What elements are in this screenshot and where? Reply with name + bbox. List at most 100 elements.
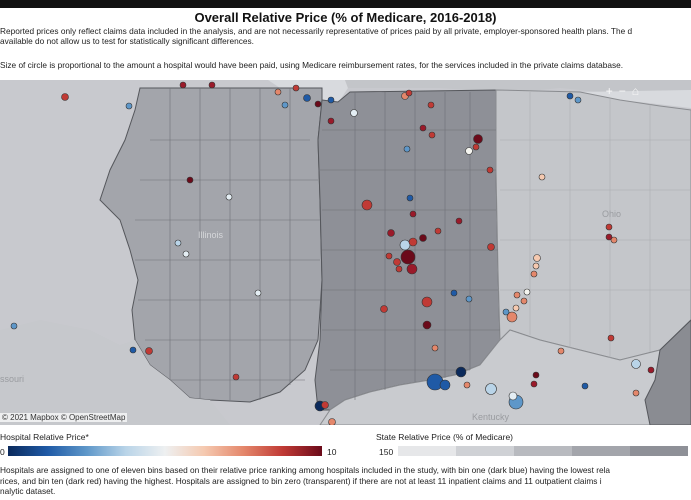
hospital-marker[interactable] xyxy=(473,134,483,144)
hospital-marker[interactable] xyxy=(512,304,520,312)
hospital-marker[interactable] xyxy=(605,223,613,231)
hospital-marker[interactable] xyxy=(431,344,439,352)
footer-line-2: rices, and bin ten (dark red) having the… xyxy=(0,475,602,486)
hospital-marker[interactable] xyxy=(208,81,216,89)
hospital-marker[interactable] xyxy=(530,380,538,388)
hospital-marker[interactable] xyxy=(405,89,413,97)
hospital-marker[interactable] xyxy=(403,145,411,153)
hospital-marker[interactable] xyxy=(350,109,358,117)
hospital-marker[interactable] xyxy=(129,346,137,354)
hospital-marker[interactable] xyxy=(179,81,187,89)
hospital-marker[interactable] xyxy=(145,347,153,355)
hospital-marker[interactable] xyxy=(387,229,395,237)
hospital-marker[interactable] xyxy=(321,401,329,409)
hospital-marker[interactable] xyxy=(409,210,417,218)
hospital-marker[interactable] xyxy=(174,239,182,247)
hospital-marker[interactable] xyxy=(419,234,427,242)
hospital-marker[interactable] xyxy=(607,334,615,342)
hospital-marker[interactable] xyxy=(419,124,427,132)
hospital-marker[interactable] xyxy=(400,249,416,265)
hospital-marker[interactable] xyxy=(610,236,618,244)
zoom-in-button[interactable]: + xyxy=(605,84,613,98)
hospital-marker[interactable] xyxy=(465,147,473,155)
hospital-marker[interactable] xyxy=(557,347,565,355)
hospital-marker[interactable] xyxy=(292,84,300,92)
hospital-marker[interactable] xyxy=(395,265,403,273)
map-controls[interactable]: + − ⌂ xyxy=(606,84,639,98)
hospital-marker[interactable] xyxy=(487,243,495,251)
hospital-marker[interactable] xyxy=(254,289,262,297)
hospital-marker[interactable] xyxy=(314,100,322,108)
hospital-marker[interactable] xyxy=(455,366,467,378)
hospital-marker[interactable] xyxy=(427,101,435,109)
hospital-marker[interactable] xyxy=(281,101,289,109)
hospital-marker[interactable] xyxy=(385,252,393,260)
hospital-marker[interactable] xyxy=(647,366,655,374)
hospital-marker[interactable] xyxy=(182,250,190,258)
footer-notes: Hospitals are assigned to one of eleven … xyxy=(0,465,691,497)
hospital-marker[interactable] xyxy=(303,94,311,102)
hospital-marker[interactable] xyxy=(605,233,613,241)
hospital-marker[interactable] xyxy=(10,322,18,330)
hospital-marker[interactable] xyxy=(631,359,641,369)
hospital-marker[interactable] xyxy=(455,217,463,225)
hospital-marker[interactable] xyxy=(421,296,433,308)
hospital-marker[interactable] xyxy=(434,227,442,235)
hospital-marker[interactable] xyxy=(508,391,518,401)
map-view[interactable]: Illinois Ohio Kentucky ssouri xyxy=(0,80,691,425)
footer-line-3: nalytic dataset. xyxy=(0,486,56,496)
hospital-marker[interactable] xyxy=(439,379,451,391)
hospital-marker[interactable] xyxy=(574,96,582,104)
hospital-marker[interactable] xyxy=(361,199,373,211)
hospital-marker[interactable] xyxy=(502,308,510,316)
hospital-marker[interactable] xyxy=(538,173,546,181)
hospital-marker[interactable] xyxy=(274,88,282,96)
hospital-marker[interactable] xyxy=(530,270,538,278)
hospital-marker[interactable] xyxy=(513,291,521,299)
zoom-out-button[interactable]: − xyxy=(618,84,626,98)
hospital-marker[interactable] xyxy=(422,320,432,330)
lake-erie xyxy=(580,90,691,108)
hospital-marker[interactable] xyxy=(406,263,418,275)
page-title: Overall Relative Price (% of Medicare, 2… xyxy=(194,10,497,25)
ohio-region xyxy=(495,89,691,361)
hospital-marker[interactable] xyxy=(225,193,233,201)
map-svg[interactable]: Illinois Ohio Kentucky ssouri xyxy=(0,80,691,425)
hospital-marker[interactable] xyxy=(327,117,335,125)
hospital-marker[interactable] xyxy=(406,194,414,202)
hospital-marker[interactable] xyxy=(61,93,69,101)
home-button[interactable]: ⌂ xyxy=(631,84,639,98)
hospital-marker[interactable] xyxy=(428,131,436,139)
hospital-marker[interactable] xyxy=(328,418,336,426)
hospital-marker[interactable] xyxy=(520,297,528,305)
kentucky-label: Kentucky xyxy=(472,412,510,422)
hospital-marker[interactable] xyxy=(486,166,494,174)
hospital-marker[interactable] xyxy=(408,237,418,247)
map-attribution[interactable]: © 2021 Mapbox © OpenStreetMap xyxy=(0,413,128,422)
hospital-marker[interactable] xyxy=(399,239,411,251)
hospital-color-scale xyxy=(8,446,322,456)
hospital-marker[interactable] xyxy=(532,262,540,270)
hospital-marker[interactable] xyxy=(485,383,497,395)
ohio-county-lines xyxy=(500,92,691,358)
hospital-marker[interactable] xyxy=(532,371,540,379)
note-line-1: Reported prices only reflect claims data… xyxy=(0,26,633,36)
hospital-marker[interactable] xyxy=(506,311,518,323)
hospital-marker[interactable] xyxy=(186,176,194,184)
hospital-marker[interactable] xyxy=(450,289,458,297)
hospital-marker[interactable] xyxy=(581,382,589,390)
hospital-marker[interactable] xyxy=(533,254,541,262)
hospital-marker[interactable] xyxy=(393,258,401,266)
state-scale-step xyxy=(630,446,688,456)
hospital-marker[interactable] xyxy=(465,295,473,303)
hospital-marker[interactable] xyxy=(472,143,480,151)
hospital-markers[interactable] xyxy=(10,81,655,426)
hospital-marker[interactable] xyxy=(327,96,335,104)
hospital-marker[interactable] xyxy=(566,92,574,100)
hospital-marker[interactable] xyxy=(463,381,471,389)
hospital-marker[interactable] xyxy=(523,288,531,296)
hospital-marker[interactable] xyxy=(380,305,388,313)
hospital-marker[interactable] xyxy=(232,373,240,381)
hospital-marker[interactable] xyxy=(632,389,640,397)
hospital-marker[interactable] xyxy=(125,102,133,110)
